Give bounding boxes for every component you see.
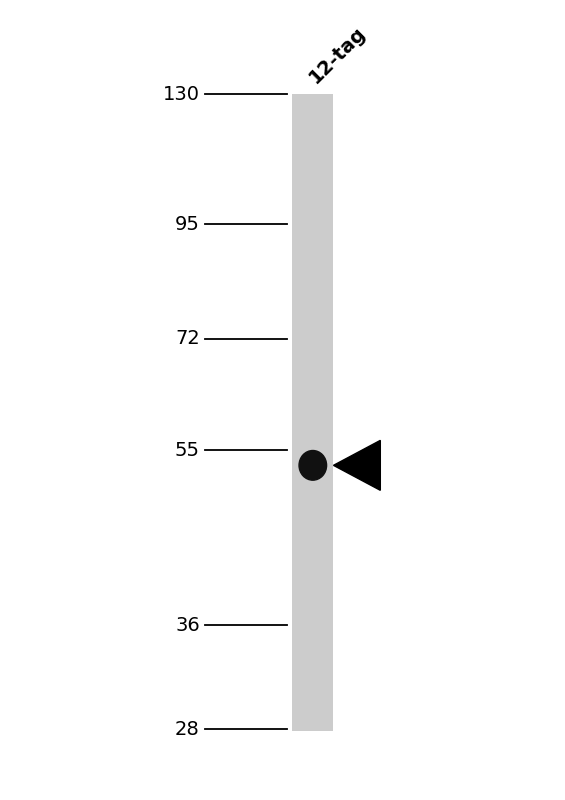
Text: 36: 36 (175, 616, 200, 634)
Bar (292, 94, 333, 730)
Ellipse shape (299, 450, 327, 480)
Text: 55: 55 (175, 441, 200, 459)
Text: 95: 95 (175, 214, 200, 234)
Text: 130: 130 (163, 85, 200, 104)
Polygon shape (333, 440, 380, 490)
Text: 12-tag: 12-tag (305, 22, 369, 86)
Text: 72: 72 (175, 329, 200, 348)
Text: 28: 28 (175, 720, 200, 738)
